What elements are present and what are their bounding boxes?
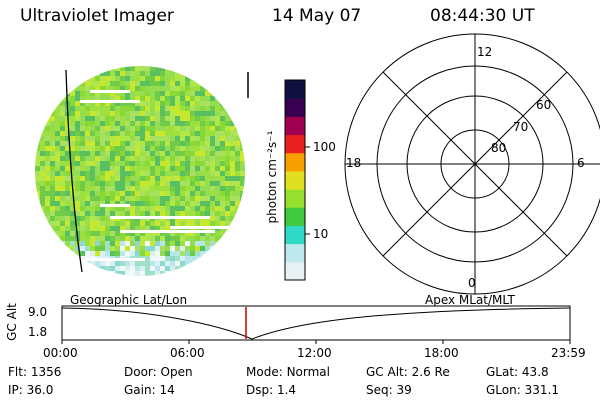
status-key: Gain: (124, 383, 156, 397)
time-tick-1800: 18:00 (424, 346, 459, 360)
status-key: Door: (124, 365, 157, 379)
lat-label-70: 70 (513, 120, 529, 134)
status-key: Mode: (246, 365, 283, 379)
scan-gap (120, 230, 215, 233)
lat-label-60: 60 (536, 98, 552, 112)
time-tick-0000: 00:00 (43, 346, 78, 360)
colorbar-swatch (285, 189, 305, 208)
colorbar-tick-100: 100 (313, 140, 336, 154)
status-key: Seq: (366, 383, 393, 397)
status-value-door: Open (160, 365, 193, 379)
scan-gap (80, 100, 140, 103)
colorbar-swatch (285, 261, 305, 281)
instrument-title: Ultraviolet Imager (20, 6, 174, 26)
terminator-line (65, 69, 83, 273)
colorbar-swatch (285, 207, 305, 226)
status-value-glon: 331.1 (524, 383, 559, 397)
status-value-gc-alt: 2.6 Re (411, 365, 450, 379)
status-value-gain: 14 (159, 383, 175, 397)
scan-gap (170, 226, 240, 229)
mlt-label-0: 0 (468, 276, 476, 290)
colorbar-unit-wrapper: photon cm⁻²s⁻¹ (259, 70, 283, 280)
status-value-dsp: 1.4 (276, 383, 297, 397)
apex-label: Apex MLat/MLT (425, 293, 515, 307)
colorbar-swatch (285, 225, 305, 245)
scan-gap (85, 258, 145, 261)
scan-gap (110, 216, 210, 219)
colorbar-swatch (285, 98, 305, 117)
mlt-label-6: 6 (577, 156, 585, 170)
colorbar-swatch (285, 170, 305, 190)
status-value-ip: 36.0 (26, 383, 54, 397)
scan-gap (90, 90, 130, 93)
time-tick-1200: 12:00 (297, 346, 332, 360)
colorbar-unit-label: photon cm⁻²s⁻¹ (265, 130, 279, 224)
status-row-2: IP: 36.0 Gain: 14 Dsp: 1.4 Seq: 39 GLon:… (0, 383, 600, 399)
altitude-curve (61, 307, 571, 340)
colorbar-tick-10: 10 (313, 227, 329, 241)
colorbar-swatch (285, 134, 305, 154)
status-value-glat: 43.8 (521, 365, 549, 379)
gc-alt-axis: GC Alt (2, 302, 24, 342)
colorbar-swatch (285, 152, 305, 172)
status-key: IP: (8, 383, 23, 397)
time-label: 08:44:30 UT (430, 6, 535, 26)
status-value-mode: Normal (286, 365, 330, 379)
geographic-label: Geographic Lat/Lon (70, 293, 188, 307)
gc-alt-tick-max: 9.0 (28, 305, 48, 319)
mlt-label-18: 18 (346, 156, 362, 170)
time-tick-0600: 06:00 (170, 346, 205, 360)
status-row-1: Flt: 1356 Door: Open Mode: Normal GC Alt… (0, 365, 600, 381)
status-key: GLon: (486, 383, 521, 397)
altitude-panel (61, 305, 571, 344)
gc-alt-ylabel: GC Alt (5, 303, 19, 341)
status-key: Flt: (8, 365, 27, 379)
status-key: GC Alt: (366, 365, 408, 379)
time-tick-2359: 23:59 (551, 346, 586, 360)
colorbar-swatch (285, 116, 305, 136)
colorbar-swatch (285, 80, 305, 99)
status-key: GLat: (486, 365, 519, 379)
colorbar-swatch (285, 243, 305, 263)
diagonal-line-2 (382, 71, 568, 257)
gc-alt-tick-min: 1.8 (28, 325, 48, 339)
scan-gap (100, 204, 130, 207)
status-key: Dsp: (246, 383, 274, 397)
date-label: 14 May 07 (272, 6, 362, 26)
status-value-flight: 1356 (30, 365, 62, 379)
status-value-seq: 39 (396, 383, 412, 397)
polar-grid (344, 33, 600, 295)
lat-label-80: 80 (491, 141, 507, 155)
mlt-label-12: 12 (477, 45, 493, 59)
uv-image-disk (35, 66, 249, 276)
colorbar (284, 79, 310, 281)
